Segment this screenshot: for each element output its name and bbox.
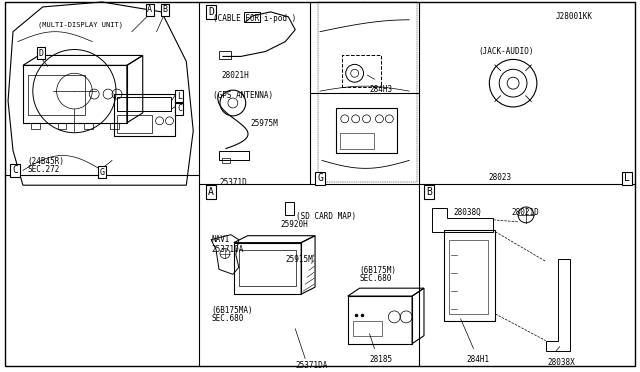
Bar (342, 55, 381, 87)
Text: A: A (147, 6, 152, 15)
Bar (219, 51, 231, 60)
Text: NAVI: NAVI (211, 235, 230, 244)
Text: L: L (624, 173, 630, 183)
Bar (84, 123, 93, 129)
Bar (449, 240, 488, 314)
Text: D: D (38, 49, 44, 58)
Text: G: G (317, 173, 323, 183)
Text: D: D (208, 7, 214, 17)
Bar (222, 158, 230, 163)
Text: SEC.680: SEC.680 (360, 274, 392, 283)
Bar (114, 94, 175, 136)
Bar (23, 65, 127, 123)
Text: G: G (100, 168, 104, 177)
Text: J28001KK: J28001KK (556, 12, 593, 21)
Bar (234, 243, 301, 294)
Text: C: C (12, 165, 18, 175)
Text: C: C (177, 105, 182, 113)
Bar (336, 108, 397, 153)
Text: (SD CARD MAP): (SD CARD MAP) (296, 212, 356, 221)
Text: 25975M: 25975M (251, 119, 278, 128)
Text: B: B (426, 187, 432, 197)
Text: 25371D: 25371D (219, 178, 247, 187)
Bar (340, 133, 374, 148)
Text: (CABLE FOR i-pod ): (CABLE FOR i-pod ) (213, 14, 296, 23)
Text: SEC.272: SEC.272 (28, 166, 60, 174)
Text: 25920H: 25920H (280, 220, 308, 229)
Bar (28, 75, 85, 115)
Bar (285, 202, 294, 215)
Text: (JACK-AUDIO): (JACK-AUDIO) (479, 46, 534, 55)
Text: (GPS ANTENNA): (GPS ANTENNA) (213, 91, 273, 100)
Bar (444, 230, 495, 321)
Text: L: L (177, 92, 182, 100)
Text: 28185: 28185 (369, 355, 392, 363)
Text: 25371DA: 25371DA (295, 362, 328, 371)
Text: 284H3: 284H3 (369, 85, 392, 94)
Bar (110, 123, 119, 129)
Bar (348, 296, 412, 344)
Text: 28038X: 28038X (548, 359, 575, 368)
Bar (58, 123, 67, 129)
Text: 28038Q: 28038Q (454, 208, 481, 217)
Text: (MULTI-DISPLAY UNIT): (MULTI-DISPLAY UNIT) (38, 22, 123, 28)
Bar (239, 250, 296, 286)
Text: (6B175MA): (6B175MA) (211, 306, 253, 315)
Text: B: B (162, 6, 167, 15)
Text: 28021H: 28021H (221, 71, 249, 80)
Text: 25915M: 25915M (285, 254, 313, 263)
Bar (117, 115, 152, 133)
Text: (6B175M): (6B175M) (360, 266, 397, 275)
Text: (24B45R): (24B45R) (28, 157, 65, 166)
Text: A: A (208, 187, 214, 197)
Bar (353, 321, 382, 336)
Text: 284H1: 284H1 (467, 355, 490, 363)
Bar (117, 97, 172, 111)
Bar (31, 123, 40, 129)
Text: 28021D: 28021D (511, 208, 539, 217)
Bar (219, 151, 249, 160)
Text: SEC.680: SEC.680 (211, 314, 243, 323)
Bar (244, 12, 260, 22)
Text: 253710A: 253710A (211, 245, 243, 254)
Text: 28023: 28023 (488, 173, 511, 182)
